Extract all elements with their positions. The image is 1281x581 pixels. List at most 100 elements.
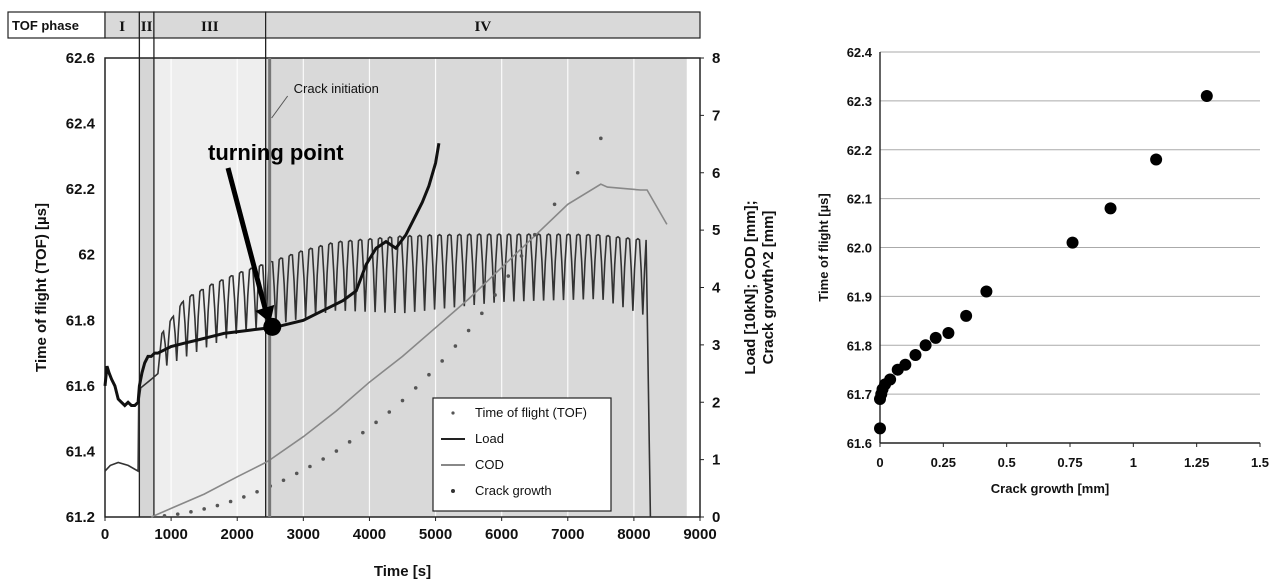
scatter-point xyxy=(942,327,955,340)
turning-point-arrow xyxy=(225,167,269,314)
y-right-tick-label: 1 xyxy=(712,452,720,469)
x-tick-label: 2000 xyxy=(221,526,254,543)
scatter-point xyxy=(1066,236,1079,249)
crack-growth-point xyxy=(400,398,405,403)
crack-growth-point xyxy=(255,489,259,494)
y-right-tick-label: 3 xyxy=(712,337,720,354)
y-left-tick-labels: 61.2 61.4 61.6 61.8 62 62.2 62.4 62.6 xyxy=(66,50,96,526)
y-left-tick-label: 62.6 xyxy=(66,50,95,67)
y-right-axis-title-line: Load [10kN]; COD [mm]; xyxy=(742,200,759,374)
x-tick-label: 1.5 xyxy=(1251,455,1269,470)
x-tick-label: 4000 xyxy=(353,526,386,543)
y-left-tick-label: 62.2 xyxy=(66,181,95,198)
crack-growth-point xyxy=(361,430,365,435)
y-right-tick-label: 8 xyxy=(712,50,720,67)
x-tick-label: 0.25 xyxy=(931,455,956,470)
scatter-point xyxy=(1104,202,1117,215)
x-tick-label: 0 xyxy=(101,526,109,543)
crack-growth-point xyxy=(413,386,418,390)
y-tick-label: 61.9 xyxy=(847,289,872,304)
phase-cell-IV xyxy=(265,11,701,39)
y-left-tick-label: 61.8 xyxy=(66,312,95,329)
x-tick-label: 8000 xyxy=(617,526,650,543)
y-left-tick-label: 61.2 xyxy=(66,509,95,526)
y-axis-title: Time of flight [µs] xyxy=(816,193,831,301)
crack-growth-point xyxy=(228,499,233,504)
y-tick-label: 62.1 xyxy=(847,192,872,207)
x-tick-label: 3000 xyxy=(287,526,320,543)
phase-region-I xyxy=(105,58,140,517)
crack-growth-point xyxy=(552,202,557,207)
x-tick-labels: 0 0.25 0.5 0.75 1 1.25 1.5 xyxy=(876,443,1269,470)
crack-growth-point xyxy=(519,254,524,258)
x-tick-label: 5000 xyxy=(419,526,452,543)
crack-growth-point xyxy=(575,170,580,175)
phase-name-II: II xyxy=(141,19,153,35)
crack-growth-point xyxy=(294,471,299,476)
scatter-point xyxy=(929,331,942,344)
y-left-axis-title: Time of flight (TOF) [µs] xyxy=(33,203,50,372)
x-tick-label: 0 xyxy=(876,455,883,470)
series-layer xyxy=(103,136,668,518)
tof-crack-scatter-chart: 0 0.25 0.5 0.75 1 1.25 1.5 61.6 61.7 61.8 61.9 62.… xyxy=(816,45,1269,496)
y-right-tick-label: 2 xyxy=(712,394,720,411)
phase-name-IV: IV xyxy=(474,19,491,35)
crack-growth-point xyxy=(281,478,286,483)
phase-label: TOF phase xyxy=(12,18,79,33)
scatter-point xyxy=(1150,153,1163,166)
legend-swatch-tof xyxy=(451,411,455,415)
crack-growth-point xyxy=(162,514,167,518)
y-left-tick-label: 62 xyxy=(78,247,95,264)
legend-entry-label: Crack growth xyxy=(475,483,552,498)
y-right-tick-label: 7 xyxy=(712,107,720,124)
crack-growth-point xyxy=(480,311,484,316)
y-tick-label: 61.7 xyxy=(847,387,872,402)
turning-point-label: turning point xyxy=(208,140,344,165)
crack-growth-point xyxy=(387,410,392,414)
x-tick-label: 0.75 xyxy=(1057,455,1082,470)
crack-growth-point xyxy=(440,359,444,363)
tof-line xyxy=(103,142,441,408)
x-tick-label: 6000 xyxy=(485,526,518,543)
scatter-point xyxy=(884,373,897,386)
phase-region-II xyxy=(139,58,154,517)
y-tick-label: 61.8 xyxy=(847,338,872,353)
y-tick-label: 62.0 xyxy=(847,241,872,256)
x-tick-label: 1 xyxy=(1130,455,1137,470)
crack-initiation-label: Crack initiation xyxy=(294,81,379,96)
legend-entry-label: COD xyxy=(475,457,504,472)
x-tick-label: 7000 xyxy=(551,526,584,543)
y-right-tick-label: 5 xyxy=(712,222,720,239)
scatter-point xyxy=(960,309,973,322)
crack-growth-point xyxy=(175,512,180,516)
legend-entry-label: Load xyxy=(475,431,504,446)
y-left-tick-label: 61.4 xyxy=(66,443,96,460)
crack-growth-point xyxy=(506,274,511,278)
crack-growth-point xyxy=(347,440,352,444)
crack-growth-point xyxy=(427,372,431,377)
x-axis-title: Crack growth [mm] xyxy=(991,481,1109,496)
crack-growth-point xyxy=(532,232,537,237)
crack-initiation-leader xyxy=(271,95,289,119)
x-tick-label: 1000 xyxy=(154,526,187,543)
load-line xyxy=(104,233,652,518)
scatter-point xyxy=(1200,89,1213,102)
crack-growth-point xyxy=(334,449,339,453)
scatter-points xyxy=(874,89,1213,435)
y-tick-label: 62.2 xyxy=(847,143,872,158)
y-tick-label: 62.4 xyxy=(847,45,873,60)
crack-growth-point xyxy=(493,293,497,297)
scatter-point xyxy=(919,339,932,352)
legend-box xyxy=(432,397,612,512)
x-tick-label: 1.25 xyxy=(1184,455,1209,470)
y-tick-labels: 61.6 61.7 61.8 61.9 62.0 62.1 62.2 62.3 62.4 xyxy=(847,45,873,451)
crack-growth-point xyxy=(453,344,458,348)
horizontal-gridlines xyxy=(880,51,1260,444)
y-right-axis-title-line: Crack growth^2 [mm] xyxy=(760,211,777,365)
x-tick-label: 0.5 xyxy=(998,455,1016,470)
y-right-tick-label: 4 xyxy=(712,280,721,297)
y-right-tick-labels: 0 1 2 3 4 5 6 7 8 xyxy=(700,50,721,526)
tof-time-chart: TOF phase I II III IV 0 1000 2000 3000 4000 5000… xyxy=(7,11,777,580)
phase-cell-I xyxy=(104,11,140,39)
